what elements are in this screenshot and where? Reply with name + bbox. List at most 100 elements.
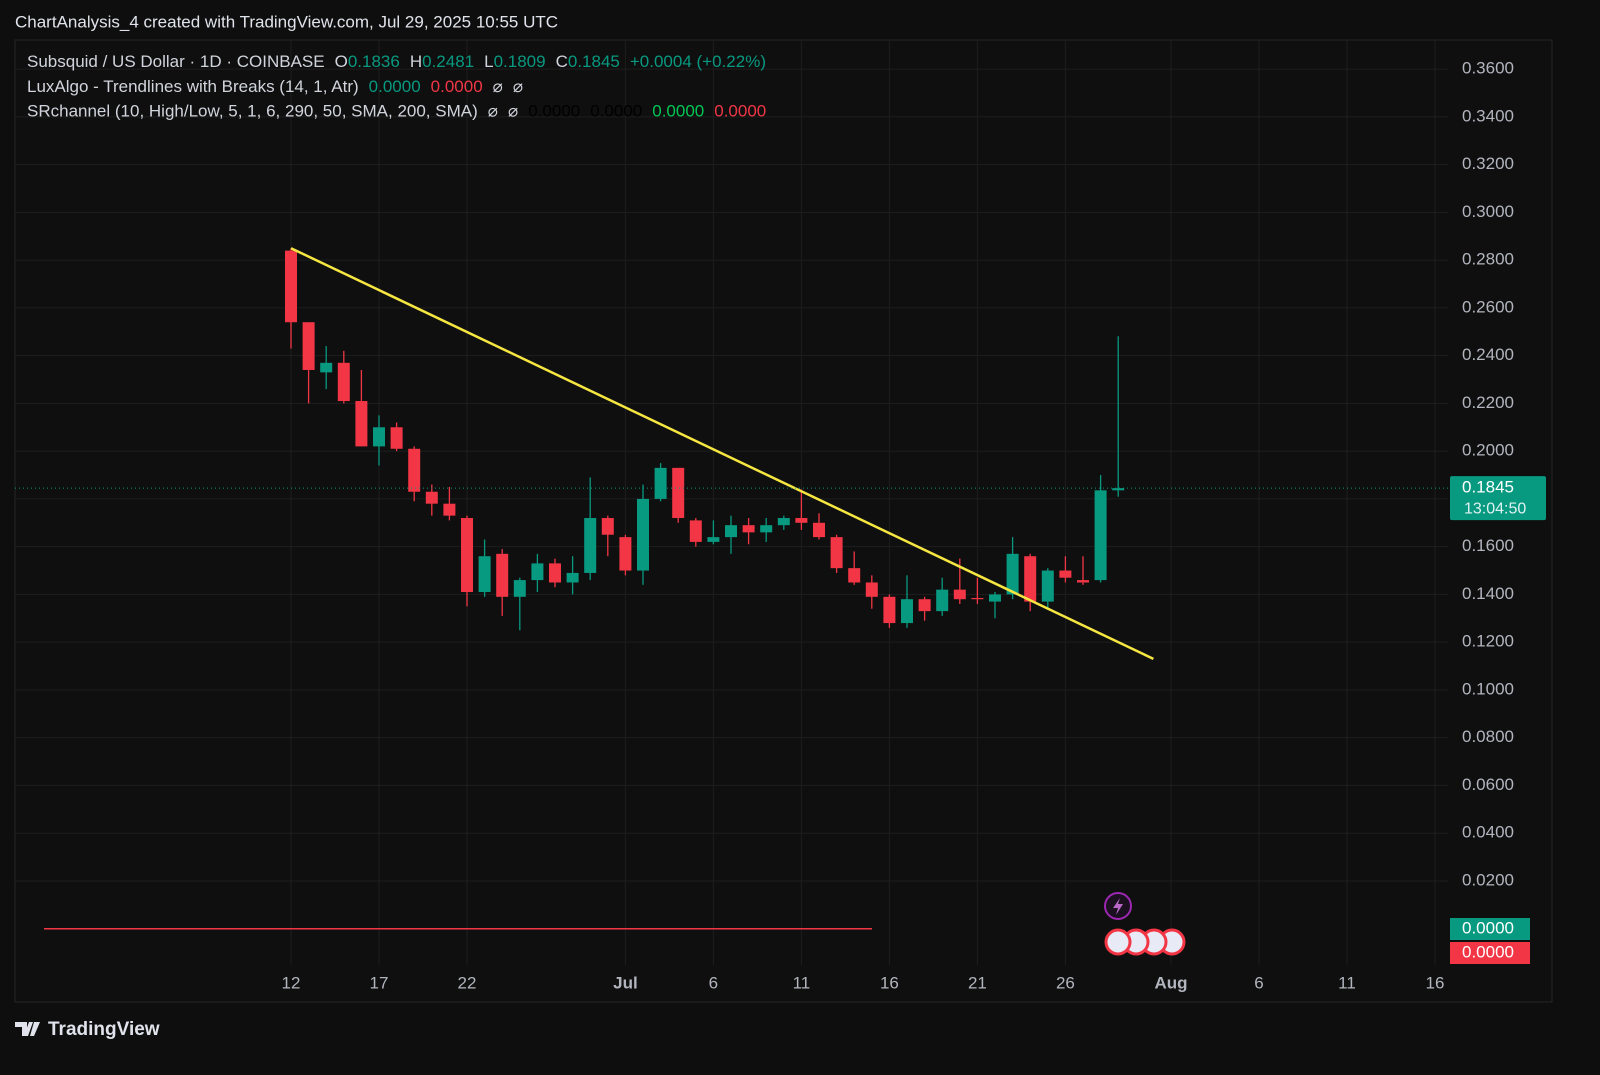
candle-body: [936, 589, 949, 612]
candle-body: [601, 518, 614, 535]
candle-body: [531, 563, 544, 581]
candle-body: [1024, 556, 1037, 602]
candle-body: [461, 518, 473, 593]
logo: [15, 1022, 40, 1036]
candle-body: [1006, 553, 1019, 595]
last-price-box: [1450, 476, 1546, 521]
candle-body: [1041, 570, 1054, 602]
indicator-part: 0.0000: [590, 102, 642, 121]
candle-body: [813, 522, 825, 538]
candle-body: [373, 427, 385, 447]
y-tick-label: 0.1200: [1462, 632, 1514, 651]
price-label: 0.0000: [1462, 918, 1514, 937]
x-tick-label: 11: [793, 973, 811, 992]
ohlc-value: 0.2481: [422, 52, 474, 71]
x-tick-label: 26: [1056, 973, 1075, 992]
y-tick-label: 0.3000: [1462, 202, 1514, 221]
legend-line: Subsquid / US Dollar · 1D · COINBASE O0.1…: [27, 52, 766, 71]
candle-body: [619, 537, 632, 571]
candle-body: [953, 589, 966, 600]
x-tick-label: 6: [1254, 973, 1263, 992]
candle-body: [478, 556, 491, 593]
candle-body: [320, 362, 333, 373]
ohlc-value: 0.1836: [348, 52, 400, 71]
candle-body: [830, 537, 843, 569]
ohlc-label: H: [410, 52, 422, 71]
price-label: 0.0000: [1462, 942, 1514, 961]
ohlc-label: O: [335, 52, 348, 71]
grid: 0.0200 0.0400 0.0600 0.0800 0.1000 0.1200 0.14…: [15, 40, 1514, 992]
candle-body: [725, 525, 737, 538]
event-icons: [1104, 892, 1186, 956]
indicator-part: 0.0000: [369, 77, 421, 96]
candle-body: [1094, 490, 1107, 581]
candle-body: [549, 563, 561, 583]
candle-body: [566, 572, 579, 583]
price-label-box: [1450, 942, 1530, 964]
candle-body: [337, 362, 350, 402]
ohlc-value: 0.1845: [568, 52, 620, 71]
candle-body: [390, 427, 403, 449]
y-tick-label: 0.1600: [1462, 536, 1514, 555]
candle-body: [865, 582, 878, 597]
legend: Subsquid / US Dollar · 1D · COINBASE O0.1…: [27, 52, 766, 121]
candle-body: [1077, 580, 1089, 583]
indicator-part: 0.0000: [652, 102, 704, 121]
candle-body: [637, 498, 649, 571]
x-tick-label: 6: [709, 973, 718, 992]
candle-body: [513, 580, 526, 597]
legend-line: LuxAlgo - Trendlines with Breaks (14, 1,…: [27, 77, 523, 96]
candle-body: [1112, 488, 1125, 491]
y-tick-label: 0.1000: [1462, 679, 1514, 698]
y-tick-label: 0.2000: [1462, 441, 1514, 460]
change: +0.0004 (+0.22%): [630, 52, 766, 71]
indicator-part: 0.0000: [528, 102, 580, 121]
countdown: 13:04:50: [1464, 500, 1526, 517]
x-tick-label: Aug: [1154, 973, 1187, 992]
indicator-part: ⌀: [508, 102, 518, 121]
icon: [1104, 928, 1132, 956]
price-label-box: [1450, 918, 1530, 940]
trendline: [290, 247, 1154, 661]
x-tick-label: 21: [968, 973, 987, 992]
indicator-part: ⌀: [488, 102, 498, 121]
candle-body: [971, 598, 984, 600]
candle-body: [443, 503, 456, 516]
ohlc-label: C: [556, 52, 568, 71]
ohlc-label: L: [484, 52, 493, 71]
plot-area: 0.1845 13:04:50 0.0000 0.0000: [15, 247, 1546, 964]
brand: TradingView: [48, 1019, 160, 1040]
x-tick-label: 17: [370, 973, 389, 992]
last-price-label: 0.1845: [1462, 478, 1514, 497]
candle-body: [672, 467, 685, 519]
footer: TradingView: [15, 1019, 160, 1040]
y-tick-label: 0.3400: [1462, 106, 1514, 125]
candle-body: [918, 599, 931, 612]
y-tick-label: 0.2200: [1462, 393, 1514, 412]
x-tick-label: 16: [880, 973, 899, 992]
x-tick-label: 22: [458, 973, 477, 992]
y-tick-label: 0.0200: [1462, 870, 1514, 889]
y-tick-label: 0.3600: [1462, 59, 1514, 78]
candle-body: [848, 568, 861, 583]
candle-body: [795, 518, 808, 523]
candle-body: [285, 250, 297, 323]
y-tick-label: 0.2400: [1462, 345, 1514, 364]
candle-body: [883, 596, 896, 624]
y-tick-label: 0.1400: [1462, 584, 1514, 603]
x-tick-label: 12: [282, 973, 301, 992]
symbol: Subsquid / US Dollar · 1D · COINBASE: [27, 52, 325, 71]
candle-body: [742, 525, 755, 533]
indicator-part: 0.0000: [431, 77, 483, 96]
indicator-part: ⌀: [513, 77, 523, 96]
candle-body: [707, 537, 720, 542]
indicator-part: ⌀: [493, 77, 503, 96]
candle-body: [760, 525, 773, 533]
y-tick-label: 0.2800: [1462, 250, 1514, 269]
candle-body: [989, 594, 1001, 602]
candle-body: [689, 520, 702, 542]
candle-body: [1059, 570, 1072, 578]
indicator-part: SRchannel (10, High/Low, 5, 1, 6, 290, 5…: [27, 102, 478, 121]
x-tick-label: Jul: [613, 973, 638, 992]
